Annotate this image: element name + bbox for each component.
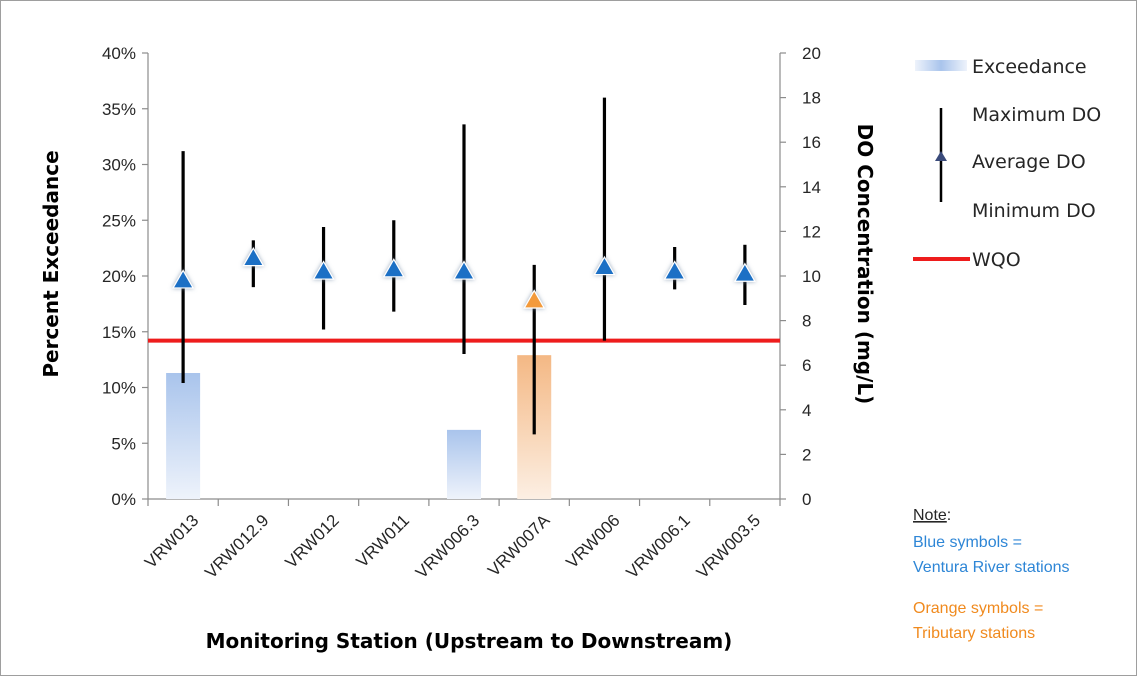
note-orange-line-2: Tributary stations [913,625,1035,642]
y-left-tick-label: 15% [102,323,136,342]
tick-labels: 0% 5% 10% 15% 20% 25% 30% 35% 40% 0 2 4 6 8 10 12 14 16 18… [102,44,821,582]
y-right-tick-label: 16 [802,133,821,152]
average-do-marker [665,262,685,280]
note-title-line: Note: [913,507,951,524]
note-orange-line-1: Orange symbols = [913,600,1043,617]
note-block: Note: Blue symbols = Ventura River stati… [913,507,1070,642]
x-tick-label: VRW006.3 [412,511,483,582]
x-tick-label: VRW013 [141,511,202,572]
average-do-marker [594,257,614,275]
legend-average-marker [935,151,947,161]
y-right-tick-label: 14 [802,178,821,197]
x-tick-label: VRW006.1 [623,511,694,582]
legend: Exceedance Maximum DO Average DO Minimum… [913,56,1101,271]
exceedance-bar [166,373,200,499]
note-colon: : [947,507,951,524]
average-do-marker [173,270,193,288]
y-right-tick-label: 8 [802,312,811,331]
average-do-marker [454,262,474,280]
y-right-tick-label: 2 [802,445,811,464]
y-left-tick-label: 0% [111,490,136,509]
x-axis-title: Monitoring Station (Upstream to Downstre… [206,629,733,653]
y-right-tick-label: 12 [802,222,821,241]
y-right-tick-label: 18 [802,89,821,108]
exceedance-bar [447,430,481,499]
y-left-tick-label: 5% [111,434,136,453]
x-tick-label: VRW006 [562,511,623,572]
y-left-tick-label: 30% [102,156,136,175]
legend-minimum-label: Minimum DO [972,200,1096,222]
x-tick-label: VRW007A [484,510,554,580]
note-blue-line-2: Ventura River stations [913,559,1070,576]
x-tick-label: VRW012 [281,511,342,572]
average-do-marker [243,248,263,266]
y-right-axis-title: DO Concentration (mg/L) [853,124,877,405]
y-right-tick-label: 0 [802,490,811,509]
y-left-tick-label: 35% [102,100,136,119]
note-blue-line-1: Blue symbols = [913,534,1022,551]
x-tick-label: VRW012.9 [201,511,272,582]
average-do-marker [384,259,404,277]
average-do-marker [524,291,544,309]
legend-average-label: Average DO [972,151,1086,173]
legend-exceedance-label: Exceedance [972,56,1087,78]
y-right-tick-label: 10 [802,267,821,286]
y-right-tick-label: 20 [802,44,821,63]
x-tick-label: VRW011 [353,511,413,571]
y-left-tick-label: 20% [102,267,136,286]
y-right-tick-label: 4 [802,401,811,420]
average-do-marker [314,262,334,280]
note-title: Note [913,507,947,524]
legend-wqo-label: WQO [972,249,1021,271]
y-left-axis-title: Percent Exceedance [39,150,63,377]
exceedance-bars [166,355,551,499]
y-right-tick-label: 6 [802,356,811,375]
average-do-marker [735,264,755,282]
y-left-tick-label: 10% [102,379,136,398]
y-left-tick-label: 40% [102,44,136,63]
x-tick-label: VRW003.5 [693,511,764,582]
y-left-tick-label: 25% [102,211,136,230]
legend-exceedance-swatch [915,60,967,71]
legend-maximum-label: Maximum DO [972,104,1101,126]
